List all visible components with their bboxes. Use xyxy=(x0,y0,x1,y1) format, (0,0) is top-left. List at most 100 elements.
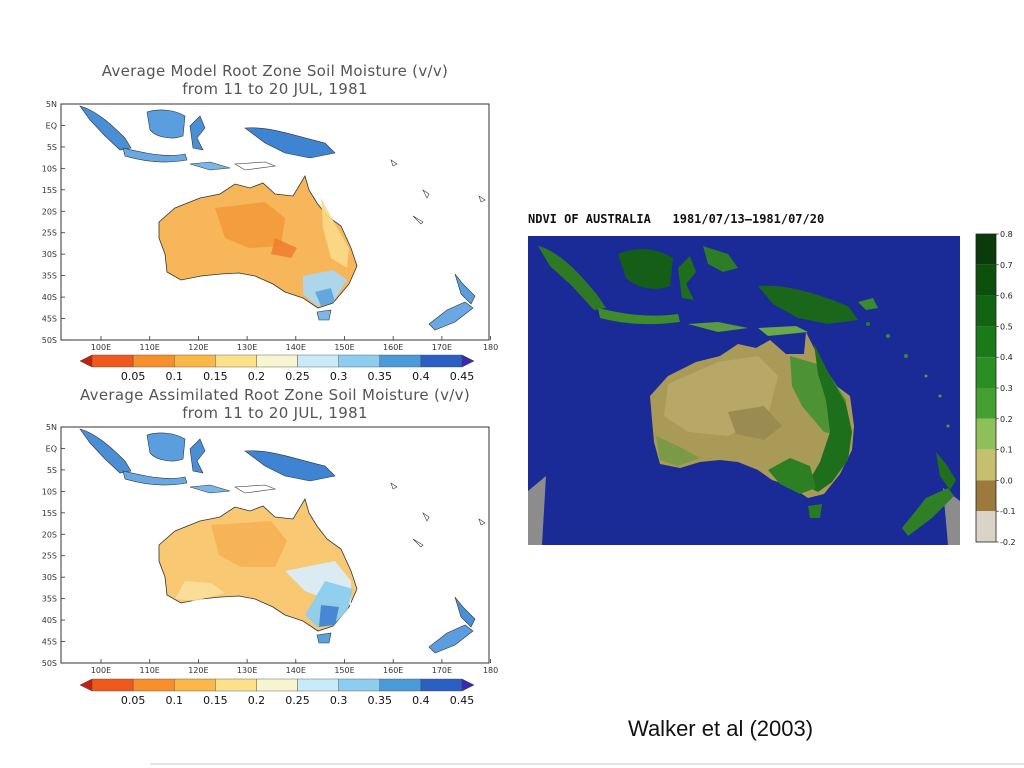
map2-colorbar: 0.050.10.150.20.250.30.350.40.450.5 xyxy=(80,678,475,706)
footer-divider xyxy=(150,763,1024,765)
ndvi-scale-segment xyxy=(976,234,996,265)
lat-label: 50S xyxy=(42,336,57,345)
colorbar-segment xyxy=(420,678,463,692)
map1-land xyxy=(79,105,336,171)
lat-label: EQ xyxy=(46,444,57,453)
map2-australia xyxy=(158,498,358,644)
colorbar-label: 0.3 xyxy=(330,694,348,706)
ndvi-scale-segment xyxy=(976,511,996,542)
map1-australia xyxy=(158,175,358,321)
lon-label: 150E xyxy=(334,666,354,675)
lat-label: 45S xyxy=(42,315,57,324)
map2-title-line2: from 11 to 20 JUL, 1981 xyxy=(182,404,368,422)
map1-title: Average Model Root Zone Soil Moisture (v… xyxy=(40,62,510,98)
ndvi-scale-label: 0.4 xyxy=(1000,353,1013,362)
lon-label: 100E xyxy=(91,343,111,352)
lat-label: 30S xyxy=(42,250,57,259)
ndvi-indonesia xyxy=(538,246,878,336)
ndvi-scale-label: 0.7 xyxy=(1000,261,1013,270)
lat-label: 15S xyxy=(42,186,57,195)
colorbar-label: 0.15 xyxy=(203,694,228,706)
colorbar-segment xyxy=(297,354,339,368)
map2-title-line1: Average Assimilated Root Zone Soil Moist… xyxy=(79,386,470,404)
map2-title: Average Assimilated Root Zone Soil Moist… xyxy=(40,386,510,422)
citation: Walker et al (2003) xyxy=(628,716,814,741)
ndvi-scale-segment xyxy=(976,418,996,450)
lon-label: 140E xyxy=(286,343,306,352)
ndvi-scale-label: 0.0 xyxy=(1000,476,1013,485)
colorbar-segment xyxy=(461,354,475,368)
lat-label: 5N xyxy=(46,423,57,432)
lat-label: 45S xyxy=(42,638,57,647)
colorbar-label: 0.1 xyxy=(165,370,183,382)
colorbar-segment xyxy=(174,678,216,692)
colorbar-segment xyxy=(461,678,475,692)
colorbar-label: 0.45 xyxy=(450,370,475,382)
colorbar-segment xyxy=(91,678,134,692)
lon-label: 160E xyxy=(383,666,403,675)
colorbar-segment xyxy=(132,678,175,692)
colorbar-label: 0.1 xyxy=(165,694,183,706)
ndvi-scale-segment xyxy=(976,388,996,419)
lat-label: 25S xyxy=(42,552,57,561)
ndvi-scale-label: 0.2 xyxy=(1000,415,1013,424)
colorbar-label: 0.25 xyxy=(285,694,310,706)
colorbar-segment xyxy=(379,678,422,692)
colorbar-segment xyxy=(215,354,257,368)
colorbar-segment xyxy=(91,354,134,368)
map1-colorbar: 0.050.10.150.20.250.30.350.40.450.5 xyxy=(80,354,475,382)
colorbar-segment xyxy=(174,354,216,368)
map1-pacific-islands xyxy=(390,159,486,225)
colorbar-label: 0.05 xyxy=(121,370,146,382)
lon-label: 120E xyxy=(188,666,208,675)
colorbar-label: 0.2 xyxy=(248,694,266,706)
colorbar-label: 0.15 xyxy=(203,370,228,382)
colorbar-segment xyxy=(132,354,175,368)
ndvi-scale-label: 0.5 xyxy=(1000,322,1013,331)
lon-label: 100E xyxy=(91,666,111,675)
ndvi-pacific-islands xyxy=(866,322,950,428)
lon-label: 130E xyxy=(237,343,257,352)
colorbar-segment xyxy=(297,678,339,692)
colorbar-segment xyxy=(256,354,298,368)
colorbar-segment xyxy=(420,354,463,368)
ndvi-map xyxy=(528,236,960,545)
colorbar-segment xyxy=(338,354,380,368)
lat-label: 5N xyxy=(46,100,57,109)
lat-label: 35S xyxy=(42,595,57,604)
lat-label: 25S xyxy=(42,229,57,238)
ndvi-scale-segment xyxy=(976,480,996,512)
map2-soil-moisture: 5N EQ 5S 10S 15S 20S 25S 30S 35S 40S 45S 50S 100E 11… xyxy=(42,423,499,675)
lon-label: 110E xyxy=(140,343,160,352)
lon-label: 140E xyxy=(286,666,306,675)
ndvi-scale-segment xyxy=(976,264,996,296)
ndvi-scale-segment xyxy=(976,295,996,327)
lon-label: 130E xyxy=(237,666,257,675)
ndvi-scale-label: -0.2 xyxy=(1000,538,1016,547)
map1-title-line2: from 11 to 20 JUL, 1981 xyxy=(182,80,368,98)
colorbar-label: 0.35 xyxy=(368,694,393,706)
ndvi-scale-label: 0.8 xyxy=(1000,230,1013,239)
colorbar-label: 0.2 xyxy=(248,370,266,382)
lon-label: 110E xyxy=(140,666,160,675)
ndvi-scale-label: 0.6 xyxy=(1000,292,1013,301)
lat-label: 50S xyxy=(42,659,57,668)
lon-label: 180 xyxy=(483,343,498,352)
map2-land xyxy=(79,428,336,494)
ndvi-title: NDVI OF AUSTRALIA 1981/07/13–1981/07/20 xyxy=(528,212,825,226)
ndvi-scale-label: 0.3 xyxy=(1000,384,1013,393)
lat-label: 10S xyxy=(42,487,57,496)
colorbar-label: 0.05 xyxy=(121,694,146,706)
lon-label: 120E xyxy=(188,343,208,352)
colorbar-segment xyxy=(215,678,257,692)
colorbar-segment xyxy=(338,678,380,692)
lon-label: 170E xyxy=(432,343,452,352)
lat-label: 30S xyxy=(42,573,57,582)
ndvi-scale-label: -0.1 xyxy=(1000,507,1016,516)
colorbar-label: 0.35 xyxy=(368,370,393,382)
ndvi-new-zealand xyxy=(902,452,956,536)
lon-label: 180 xyxy=(483,666,498,675)
ndvi-nodata-left xyxy=(528,476,546,545)
map1-title-line1: Average Model Root Zone Soil Moisture (v… xyxy=(101,62,449,80)
lat-label: 15S xyxy=(42,509,57,518)
